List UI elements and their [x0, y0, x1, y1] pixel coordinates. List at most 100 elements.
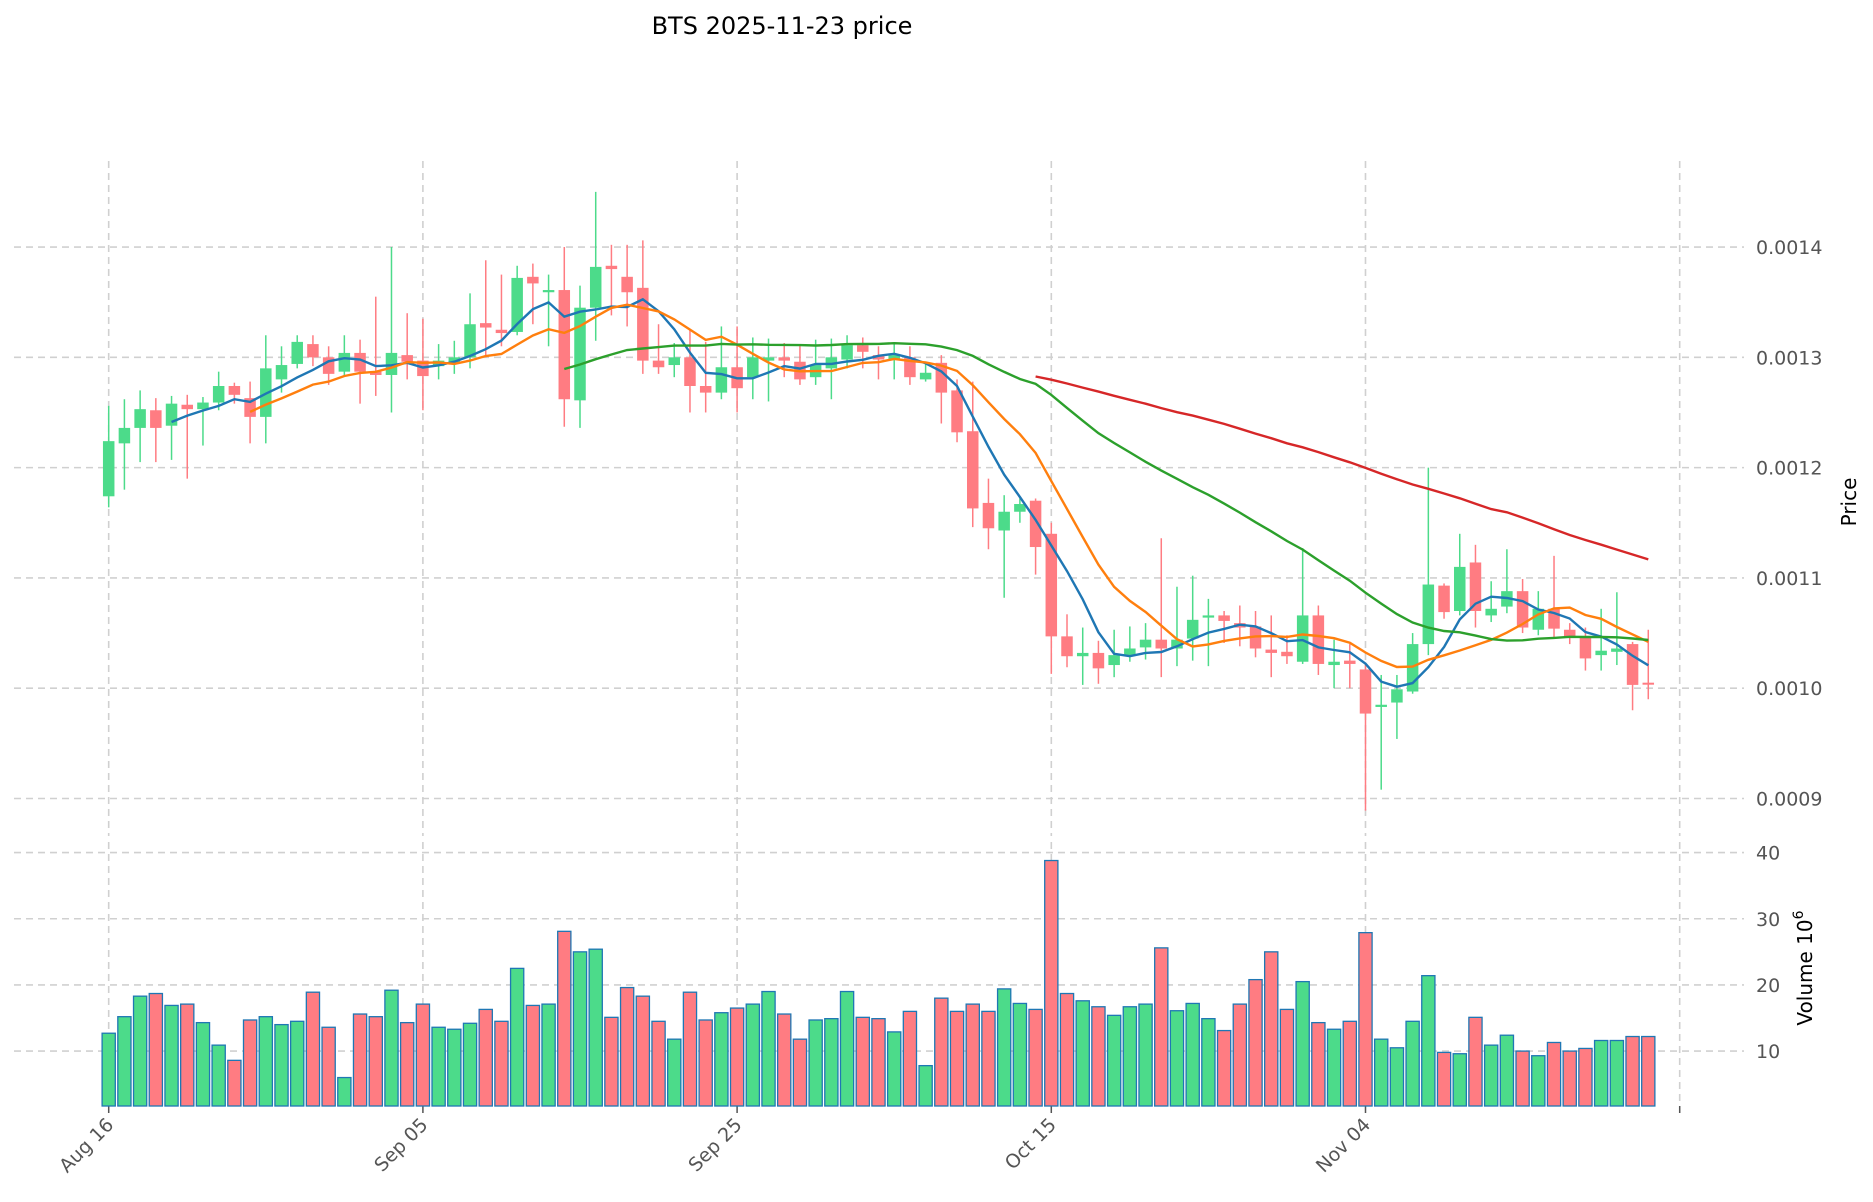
volume-bar — [1546, 1041, 1562, 1107]
volume-bar — [399, 1021, 415, 1107]
candle-up — [212, 386, 225, 403]
volume-bar — [667, 1038, 682, 1107]
volume-bar — [1201, 1018, 1216, 1107]
volume-bar — [1326, 1028, 1342, 1107]
volume-bar — [1562, 1050, 1577, 1107]
volume-bar — [1232, 1003, 1248, 1107]
price-tick-label: 0.0012 — [1756, 458, 1822, 480]
candle-down — [1642, 682, 1655, 685]
candle-down — [1092, 652, 1105, 669]
candle-up — [841, 345, 853, 360]
candle-up — [589, 266, 602, 308]
ma5-line — [171, 297, 1649, 688]
candle-down — [354, 352, 366, 372]
candle-up — [1108, 655, 1120, 666]
volume-bar — [368, 1016, 384, 1107]
volume-bar — [729, 1007, 745, 1107]
volume-bar — [525, 1004, 541, 1107]
volume-bar — [1373, 1038, 1389, 1107]
volume-tick-label: 40 — [1756, 843, 1780, 865]
volume-bar — [1044, 859, 1059, 1107]
date-tick-label: Oct 15 — [1001, 1114, 1061, 1174]
volume-tick-label: 10 — [1756, 1041, 1780, 1063]
volume-bar — [635, 995, 651, 1107]
volume-bar — [949, 1010, 965, 1107]
volume-bar — [1358, 931, 1373, 1107]
volume-bar — [415, 1003, 431, 1107]
candle-up — [1595, 650, 1607, 656]
volume-bar — [698, 1019, 713, 1107]
candle-up — [1391, 689, 1403, 703]
candle-up — [574, 307, 586, 401]
volume-bar — [289, 1020, 305, 1107]
candle-down — [967, 431, 979, 509]
volume-bar — [557, 930, 572, 1107]
volume-bar — [792, 1038, 808, 1107]
volume-bar — [1436, 1051, 1452, 1107]
candle-down — [652, 360, 665, 368]
candle-down — [1344, 660, 1356, 664]
candle-up — [1076, 652, 1089, 657]
date-tick-label: Sep 05 — [370, 1114, 432, 1176]
volume-bar — [1075, 1000, 1090, 1107]
candle-down — [1281, 651, 1293, 657]
volume-bar — [714, 1012, 729, 1107]
volume-bar — [1185, 1002, 1200, 1107]
volume-bar — [1342, 1020, 1358, 1107]
volume-bar — [478, 1008, 493, 1107]
volume-bar — [855, 1016, 871, 1107]
candle-up — [385, 352, 398, 375]
date-tick-label: Aug 16 — [55, 1114, 118, 1177]
candle-down — [1438, 585, 1450, 613]
candle-down — [322, 357, 335, 374]
candle-up — [275, 365, 288, 380]
candle-down — [605, 265, 618, 270]
volume-bar — [1028, 1008, 1043, 1107]
volume-bar — [1248, 978, 1263, 1107]
candle-up — [464, 324, 476, 358]
candle-down — [1029, 500, 1042, 548]
candle-down — [982, 502, 995, 529]
volume-bar — [619, 986, 635, 1107]
candle-down — [228, 386, 241, 395]
volume-bar — [1389, 1047, 1405, 1107]
candle-down — [370, 371, 382, 375]
candle-down — [244, 398, 256, 417]
chart-title: BTS 2025-11-23 price — [652, 12, 913, 40]
date-tick-label: Nov 04 — [1312, 1114, 1375, 1177]
volume-bar — [588, 948, 603, 1107]
candle-down — [872, 355, 885, 360]
candle-down — [699, 386, 712, 393]
candle-down — [684, 357, 696, 386]
candle-up — [1202, 615, 1215, 618]
volume-bar — [1263, 951, 1279, 1107]
ma30-line — [563, 341, 1649, 642]
candle-down — [904, 357, 916, 378]
candle-up — [448, 357, 461, 363]
volume-bar — [1059, 992, 1075, 1107]
volume-bar — [195, 1021, 211, 1107]
candle-down — [1626, 644, 1639, 685]
volume-bar — [1452, 1053, 1468, 1107]
volume-bar — [494, 1020, 509, 1107]
volume-bar — [1122, 1006, 1138, 1107]
volume-bar — [305, 991, 321, 1107]
candle-down — [1312, 615, 1325, 664]
candle-up — [1171, 639, 1183, 649]
volume-bar — [1609, 1039, 1625, 1107]
volume-bar — [996, 988, 1012, 1107]
candle-down — [1265, 649, 1277, 653]
volume-bar — [1625, 1035, 1640, 1107]
candle-up — [102, 441, 115, 497]
volume-bar — [132, 995, 148, 1107]
candle-up — [1454, 566, 1466, 611]
volume-bar — [886, 1031, 902, 1107]
volume-label-text: Volume 10 — [1793, 919, 1817, 1025]
volume-bar — [117, 1016, 132, 1107]
price-tick-label: 0.0010 — [1756, 678, 1822, 700]
volume-bar — [981, 1010, 996, 1107]
candle-down — [1155, 639, 1168, 649]
candle-down — [1548, 608, 1560, 629]
volume-bar — [101, 1032, 116, 1107]
candle-down — [1359, 669, 1372, 714]
